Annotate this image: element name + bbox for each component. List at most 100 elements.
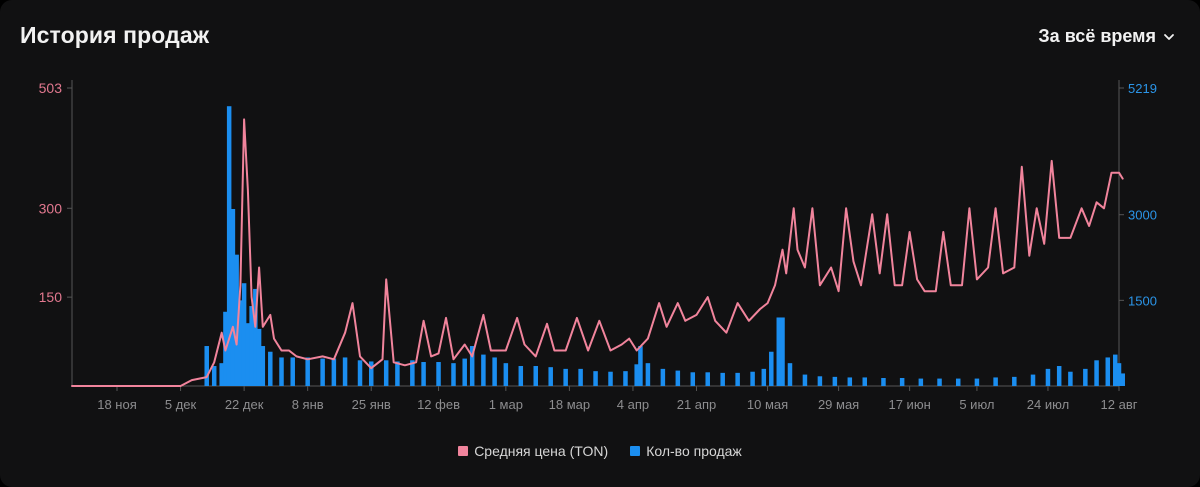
- sales-bar: [780, 317, 785, 386]
- sales-bar: [787, 363, 793, 386]
- sales-bar: [1012, 376, 1017, 386]
- sales-bar: [817, 376, 823, 386]
- sales-bar: [802, 374, 808, 386]
- sales-bar: [256, 328, 262, 386]
- sales-bar: [623, 371, 628, 386]
- sales-bar: [955, 378, 961, 386]
- sales-bar: [1083, 368, 1088, 386]
- sales-bar: [634, 364, 639, 386]
- legend-item-price[interactable]: Средняя цена (TON): [458, 443, 608, 459]
- sales-bar: [241, 283, 247, 386]
- sales-bar: [720, 372, 725, 386]
- left-tick-label: 150: [39, 289, 63, 305]
- sales-bar: [290, 357, 295, 386]
- x-tick-label: 12 авг: [1101, 397, 1138, 412]
- sales-bar: [937, 378, 942, 386]
- sales-bar: [331, 358, 337, 386]
- sales-bar: [1113, 354, 1118, 386]
- sales-bar: [518, 366, 524, 386]
- sales-bar: [993, 377, 998, 386]
- sales-bar: [462, 358, 467, 386]
- sales-bar: [563, 368, 568, 386]
- sales-bar: [481, 354, 486, 386]
- sales-bar: [1030, 374, 1036, 386]
- legend-swatch-price: [458, 446, 469, 456]
- left-tick-label: 300: [39, 200, 63, 216]
- sales-bar: [279, 357, 284, 386]
- sales-bar: [410, 360, 415, 386]
- x-tick-label: 25 янв: [352, 397, 391, 412]
- sales-bar: [548, 367, 553, 386]
- sales-bar: [1056, 366, 1062, 386]
- sales-bar: [750, 371, 755, 386]
- sales-bar: [245, 323, 251, 386]
- sales-bar: [847, 377, 853, 386]
- sales-bar: [1094, 360, 1099, 386]
- sales-bar: [421, 362, 426, 386]
- sales-bar: [503, 363, 509, 386]
- x-tick-label: 17 июн: [888, 397, 930, 412]
- sales-bar: [211, 366, 217, 386]
- x-tick-label: 4 апр: [617, 397, 649, 412]
- sales-bar: [735, 372, 740, 386]
- chart-title: История продаж: [20, 22, 210, 48]
- sales-bar: [305, 357, 310, 386]
- sales-bar: [230, 208, 236, 386]
- sales-bar: [690, 372, 696, 386]
- legend-swatch-sales: [630, 446, 641, 456]
- sales-bar: [1105, 357, 1111, 386]
- sales-bar: [234, 254, 239, 386]
- sales-bar: [1068, 371, 1073, 386]
- sales-bar: [1045, 368, 1051, 386]
- x-tick-label: 5 дек: [165, 397, 197, 412]
- sales-bar: [769, 351, 774, 386]
- sales-bar: [368, 361, 374, 386]
- sales-bar: [675, 370, 681, 386]
- sales-bar: [761, 368, 767, 386]
- price-line: [71, 118, 1124, 387]
- x-tick-label: 29 мая: [818, 397, 859, 412]
- sales-bar: [260, 346, 266, 386]
- sales-bar: [776, 317, 782, 386]
- sales-bar: [238, 300, 243, 386]
- tick-labels: 503 300 150 5219 3000 1500 18 ноя 5 дек 22 дек 8 …: [39, 80, 1157, 412]
- sales-bar: [320, 358, 325, 386]
- sales-bar: [342, 357, 348, 386]
- x-tick-label: 21 апр: [677, 397, 717, 412]
- right-tick-label: 1500: [1128, 293, 1157, 308]
- sales-bar: [226, 106, 232, 386]
- sales-bar: [832, 376, 838, 386]
- legend-item-sales[interactable]: Кол-во продаж: [630, 443, 742, 459]
- sales-bar: [899, 378, 905, 386]
- right-tick-label: 5219: [1128, 81, 1157, 96]
- sales-chart: 503 300 150 5219 3000 1500 18 ноя 5 дек 22 дек 8 …: [39, 80, 1157, 412]
- sales-bar: [881, 378, 886, 386]
- sales-bar: [1116, 363, 1122, 386]
- sales-bar: [492, 357, 497, 386]
- sales-bar: [608, 371, 613, 386]
- sales-bar: [395, 361, 400, 386]
- right-tick-label: 3000: [1128, 208, 1157, 223]
- sales-bar: [469, 346, 475, 386]
- sales-bar: [660, 368, 666, 386]
- x-tick-label: 10 мая: [747, 397, 788, 412]
- sales-bar: [918, 378, 924, 386]
- sales-bar: [1120, 373, 1125, 386]
- x-tick-label: 12 фев: [417, 397, 460, 412]
- chart-legend: Средняя цена (TON) Кол-во продаж: [0, 443, 1200, 459]
- x-tick-label: 5 июл: [959, 397, 994, 412]
- sales-bar: [436, 362, 441, 386]
- sales-bar: [253, 288, 258, 386]
- legend-label-sales: Кол-во продаж: [646, 443, 742, 459]
- price-line-layer: [71, 118, 1124, 387]
- x-tick-label: 18 ноя: [97, 397, 137, 412]
- sales-bar: [249, 306, 254, 386]
- time-range-dropdown[interactable]: За всё время: [1038, 26, 1176, 47]
- left-tick-label: 503: [39, 80, 63, 96]
- sales-bar: [974, 378, 980, 386]
- sales-bar: [268, 351, 273, 386]
- x-tick-label: 8 янв: [292, 397, 324, 412]
- x-tick-label: 24 июл: [1027, 397, 1069, 412]
- time-range-label: За всё время: [1038, 26, 1156, 46]
